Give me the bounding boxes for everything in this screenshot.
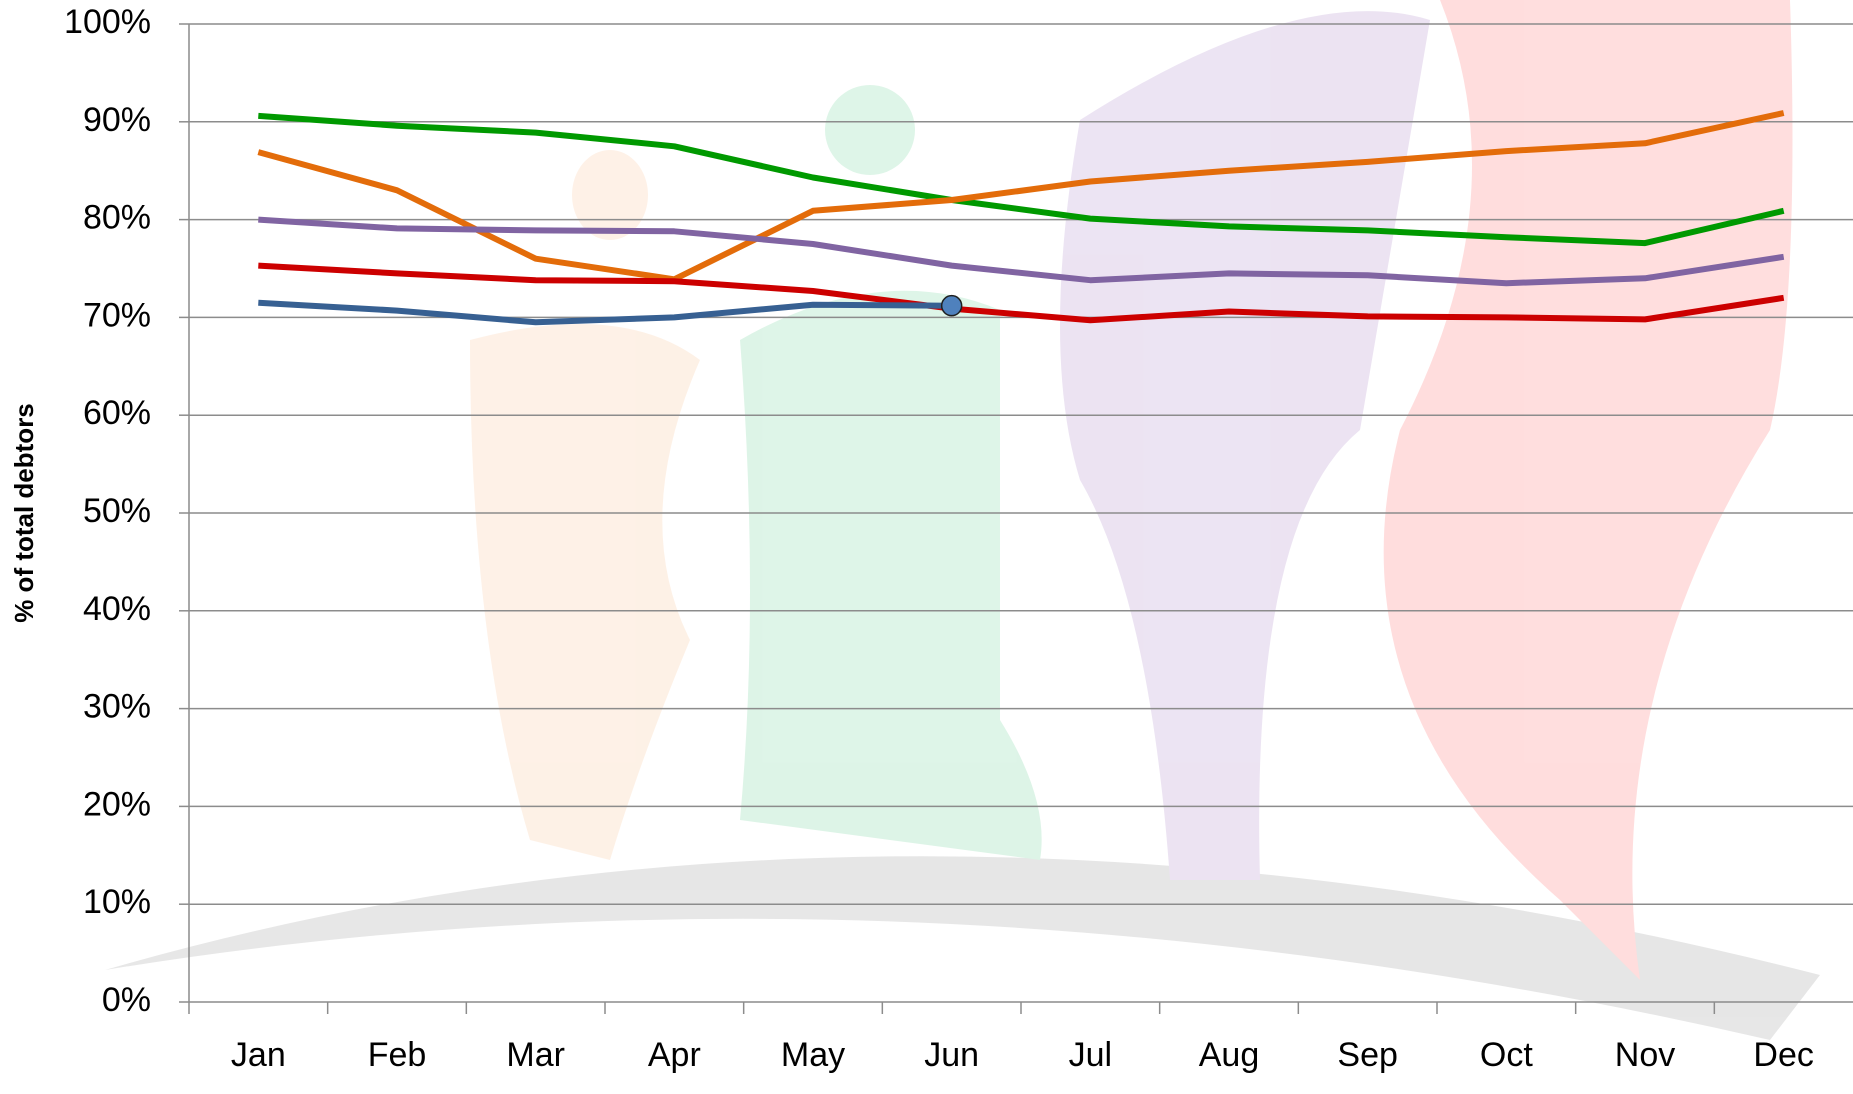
y-tick-label: 0% xyxy=(102,981,151,1019)
x-tick-label: Jul xyxy=(1069,1036,1112,1074)
series-line xyxy=(258,299,952,326)
y-tick-label: 50% xyxy=(83,492,151,530)
watermark xyxy=(105,0,1820,1040)
y-tick-label: 10% xyxy=(83,883,151,921)
series-line xyxy=(258,112,1785,247)
x-tick-label: Feb xyxy=(368,1036,427,1074)
series-line xyxy=(257,110,1785,283)
x-tick-label: Dec xyxy=(1753,1036,1813,1074)
series-line xyxy=(258,262,1785,324)
x-tick-label: May xyxy=(781,1036,845,1074)
x-tick-label: Jun xyxy=(924,1036,979,1074)
series-line xyxy=(258,216,1785,287)
y-tick-label: 60% xyxy=(83,394,151,432)
y-axis-title: % of total debtors xyxy=(9,403,39,623)
x-tick-label: Apr xyxy=(648,1036,701,1074)
x-tick-label: Oct xyxy=(1480,1036,1533,1074)
y-tick-label: 90% xyxy=(83,101,151,139)
y-tick-label: 100% xyxy=(64,3,151,41)
y-tick-label: 30% xyxy=(83,688,151,726)
point-marker xyxy=(940,294,963,317)
y-tick-label: 40% xyxy=(83,590,151,628)
x-tick-label: Sep xyxy=(1337,1036,1398,1074)
y-tick-label: 70% xyxy=(83,296,151,334)
y-tick-label: 20% xyxy=(83,785,151,823)
x-tick-label: Nov xyxy=(1615,1036,1675,1074)
x-tick-label: Aug xyxy=(1199,1036,1260,1074)
y-tick-label: 80% xyxy=(83,199,151,237)
x-tick-label: Mar xyxy=(506,1036,565,1074)
x-tick-label: Jan xyxy=(231,1036,286,1074)
